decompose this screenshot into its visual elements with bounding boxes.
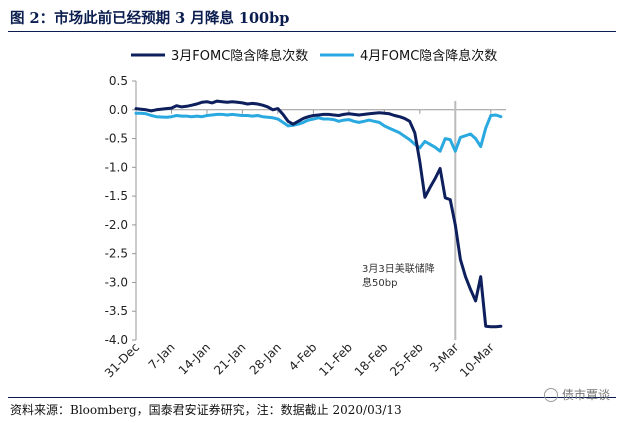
x-tick-label: 14-Jan: [176, 340, 213, 377]
watermark: 债市覃谈: [543, 386, 610, 403]
y-tick-label: -1.5: [105, 189, 128, 203]
y-tick-label: -2.0: [105, 218, 128, 232]
x-tick-label: 4-Feb: [286, 340, 319, 373]
annotation-label: 息50bp: [362, 276, 397, 289]
legend-label-2: 4月FOMC隐含降息次数: [360, 48, 497, 64]
source-note: 资料来源：Bloomberg，国泰君安证券研究，注：数据截止 2020/03/1…: [10, 403, 402, 417]
series-line-2: [134, 111, 503, 153]
y-tick-label: 0.0: [109, 103, 128, 117]
legend-label-1: 3月FOMC隐含降息次数: [171, 48, 308, 64]
x-tick-label: 28-Jan: [247, 340, 284, 377]
x-tick-label: 18-Feb: [352, 340, 391, 379]
title-rule: [8, 31, 616, 32]
x-tick-label: 25-Feb: [387, 340, 426, 379]
legend: 3月FOMC隐含降息次数 4月FOMC隐含降息次数: [131, 48, 497, 64]
y-tick-label: -3.5: [105, 304, 128, 318]
x-tick-label: 7-Jan: [146, 340, 178, 372]
y-tick-label: 0.5: [109, 74, 128, 88]
y-axis: 0.5 0.0 -0.5 -1.0 -1.5 -2.0 -2.5 -3.0 -3.5 -4.0: [105, 74, 137, 347]
x-tick-label: 21-Jan: [211, 340, 248, 377]
y-tick-label: -0.5: [105, 132, 128, 146]
x-tick-label: 3-Mar: [427, 340, 461, 374]
figure-title: 图 2：市场此前已经预期 3 月降息 100bp: [10, 10, 290, 27]
footer-rule: [8, 397, 616, 398]
series-line-1: [134, 99, 503, 329]
y-tick-label: -4.0: [105, 333, 128, 347]
wechat-icon: [543, 387, 558, 402]
series-group: [134, 99, 503, 329]
y-tick-label: -1.0: [105, 160, 128, 174]
annotation-label: 3月3日美联储降: [362, 262, 435, 275]
x-tick-label: 11-Feb: [316, 340, 355, 379]
y-tick-label: -2.5: [105, 247, 128, 261]
x-tick-label: 10-Mar: [457, 340, 497, 380]
y-tick-label: -3.0: [105, 275, 128, 289]
watermark-text: 债市覃谈: [561, 388, 610, 402]
